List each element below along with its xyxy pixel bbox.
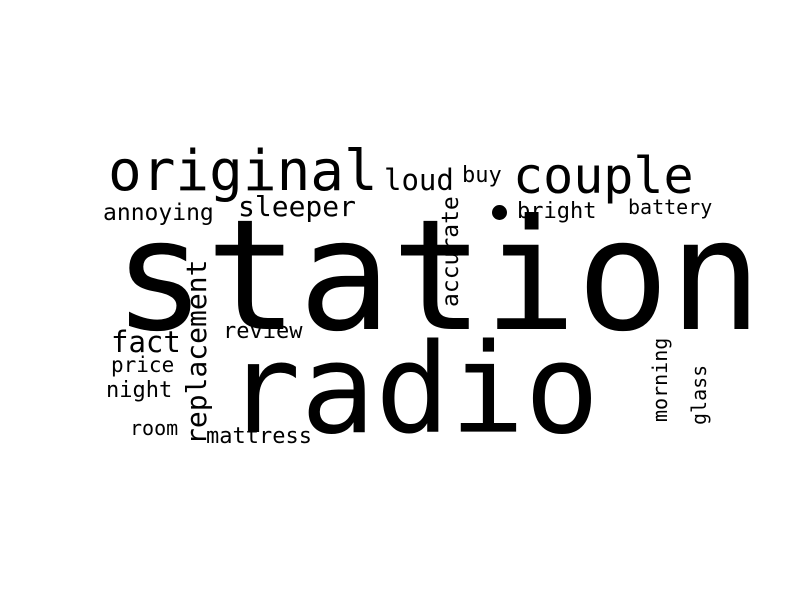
word-room: room: [130, 416, 179, 440]
dot-mark: [492, 205, 507, 220]
word-original: original: [108, 139, 378, 204]
word-price: price: [111, 353, 175, 377]
word-fact: fact: [111, 325, 181, 359]
word-review: review: [223, 319, 303, 344]
word-sleeper: sleeper: [238, 190, 357, 223]
word-battery: battery: [628, 195, 713, 219]
word-morning: morning: [648, 337, 672, 422]
word-night: night: [106, 378, 173, 403]
word-station: station: [113, 187, 763, 366]
word-mattress: mattress: [206, 424, 312, 449]
word-radio: radio: [226, 318, 600, 462]
word-annoying: annoying: [103, 200, 214, 226]
word-couple: couple: [513, 147, 694, 205]
word-accurate: accurate: [438, 196, 464, 307]
word-loud: loud: [384, 163, 454, 197]
word-buy: buy: [462, 163, 502, 188]
word-bright: bright: [517, 199, 597, 224]
word-glass: glass: [687, 364, 711, 425]
word-replacement: replacement: [180, 259, 213, 445]
